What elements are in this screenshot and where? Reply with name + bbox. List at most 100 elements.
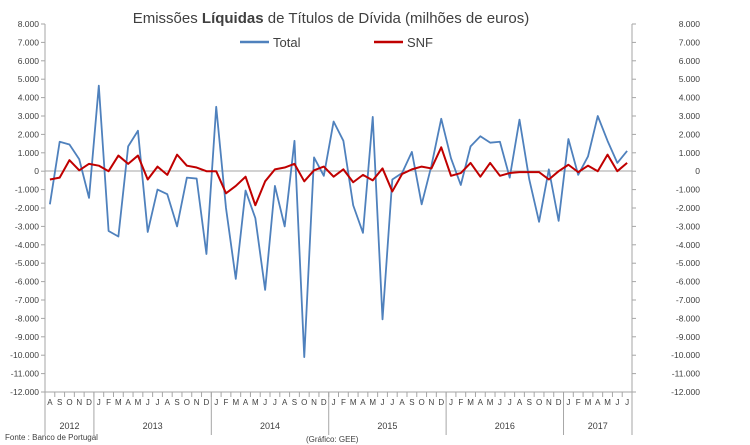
y-tick-label-left: -5.000 [15, 258, 39, 268]
x-month-label: N [546, 398, 552, 407]
x-month-label: J [332, 398, 336, 407]
x-month-label: N [311, 398, 317, 407]
source-note: Fonte : Banco de Portugal [5, 433, 98, 442]
x-month-label: N [194, 398, 200, 407]
series-line-snf [49, 146, 628, 207]
x-month-label: J [566, 398, 570, 407]
x-month-label: S [57, 398, 62, 407]
y-tick-label-right: -7.000 [676, 295, 700, 305]
x-month-label: A [517, 398, 523, 407]
x-month-label: F [341, 398, 346, 407]
x-month-label: J [390, 398, 394, 407]
x-month-label: J [214, 398, 218, 407]
x-month-label: J [449, 398, 453, 407]
y-tick-label-right: 7.000 [679, 37, 701, 47]
x-month-label: O [301, 398, 307, 407]
x-month-label: S [527, 398, 532, 407]
y-tick-label-left: 7.000 [18, 37, 40, 47]
x-month-label: S [409, 398, 414, 407]
x-month-label: D [204, 398, 210, 407]
y-tick-label-left: -11.000 [11, 369, 39, 379]
x-month-label: F [224, 398, 229, 407]
x-month-label: M [604, 398, 611, 407]
x-month-label: J [498, 398, 502, 407]
x-month-label: D [86, 398, 92, 407]
y-tick-label-right: 0 [695, 166, 700, 176]
y-tick-label-right: 8.000 [679, 19, 701, 29]
y-tick-label-right: -11.000 [672, 369, 700, 379]
x-month-label: F [576, 398, 581, 407]
x-month-label: M [232, 398, 239, 407]
x-month-label: M [252, 398, 259, 407]
y-tick-label-left: 8.000 [18, 19, 40, 29]
x-month-label: A [399, 398, 405, 407]
x-year-label: 2015 [377, 421, 397, 431]
y-tick-label-left: 3.000 [18, 111, 40, 121]
x-month-label: N [429, 398, 435, 407]
y-tick-label-left: -1.000 [15, 185, 39, 195]
x-month-label: N [76, 398, 82, 407]
x-month-label: A [282, 398, 288, 407]
x-month-label: A [47, 398, 53, 407]
x-month-label: J [625, 398, 629, 407]
y-tick-label-right: 5.000 [679, 74, 701, 84]
x-month-label: A [243, 398, 249, 407]
x-month-label: D [438, 398, 444, 407]
y-tick-label-right: 3.000 [679, 111, 701, 121]
x-year-label: 2016 [495, 421, 515, 431]
x-month-label: M [115, 398, 122, 407]
x-month-label: O [184, 398, 190, 407]
y-tick-label-right: 6.000 [679, 56, 701, 66]
x-month-label: M [467, 398, 474, 407]
x-month-label: O [66, 398, 72, 407]
x-month-label: J [381, 398, 385, 407]
legend-label-snf: SNF [407, 35, 433, 50]
x-month-label: F [458, 398, 463, 407]
x-month-label: J [146, 398, 150, 407]
x-month-label: M [487, 398, 494, 407]
legend: Total SNF [240, 35, 433, 50]
y-axis-right-ticks: 8.000 7.000 6.000 5.000 4.000 3.000 2.000 1.000… [632, 19, 700, 397]
y-tick-label-left: 4.000 [18, 93, 40, 103]
series-line-total [49, 84, 628, 358]
x-month-label: A [595, 398, 601, 407]
y-tick-label-left: 6.000 [18, 56, 40, 66]
y-tick-label-left: -2.000 [15, 203, 39, 213]
chart-title: Emissões Líquidas de Títulos de Dívida (… [133, 10, 530, 27]
x-month-label: J [508, 398, 512, 407]
x-month-label: M [135, 398, 142, 407]
y-tick-label-left: -7.000 [15, 295, 39, 305]
x-year-label: 2017 [588, 421, 608, 431]
y-tick-label-right: 4.000 [679, 93, 701, 103]
y-tick-label-right: -10.000 [671, 350, 700, 360]
y-tick-label-right: -5.000 [676, 258, 700, 268]
y-tick-label-left: -8.000 [15, 313, 39, 323]
x-month-label: O [536, 398, 542, 407]
y-tick-label-left: 5.000 [18, 74, 40, 84]
x-month-label: D [556, 398, 562, 407]
y-tick-label-right: -12.000 [671, 387, 700, 397]
x-month-label: S [174, 398, 179, 407]
x-month-label: D [321, 398, 327, 407]
y-tick-label-left: -3.000 [15, 221, 39, 231]
y-tick-label-left: 1.000 [18, 148, 40, 158]
x-month-label: F [106, 398, 111, 407]
x-month-label: A [360, 398, 366, 407]
x-month-label: J [156, 398, 160, 407]
series-lines [49, 84, 628, 358]
y-tick-label-right: 2.000 [679, 129, 701, 139]
x-month-label: S [292, 398, 297, 407]
x-year-label: 2012 [59, 421, 79, 431]
y-tick-label-left: -4.000 [15, 240, 39, 250]
y-tick-label-right: -3.000 [676, 221, 700, 231]
y-tick-label-left: -10.000 [10, 350, 39, 360]
y-tick-label-left: 0 [34, 166, 39, 176]
x-month-label: M [350, 398, 357, 407]
y-tick-label-right: -9.000 [676, 332, 700, 342]
y-tick-label-right: -2.000 [676, 203, 700, 213]
y-tick-label-right: -6.000 [676, 277, 700, 287]
y-tick-label-right: -8.000 [676, 313, 700, 323]
y-tick-label-left: -6.000 [15, 277, 39, 287]
